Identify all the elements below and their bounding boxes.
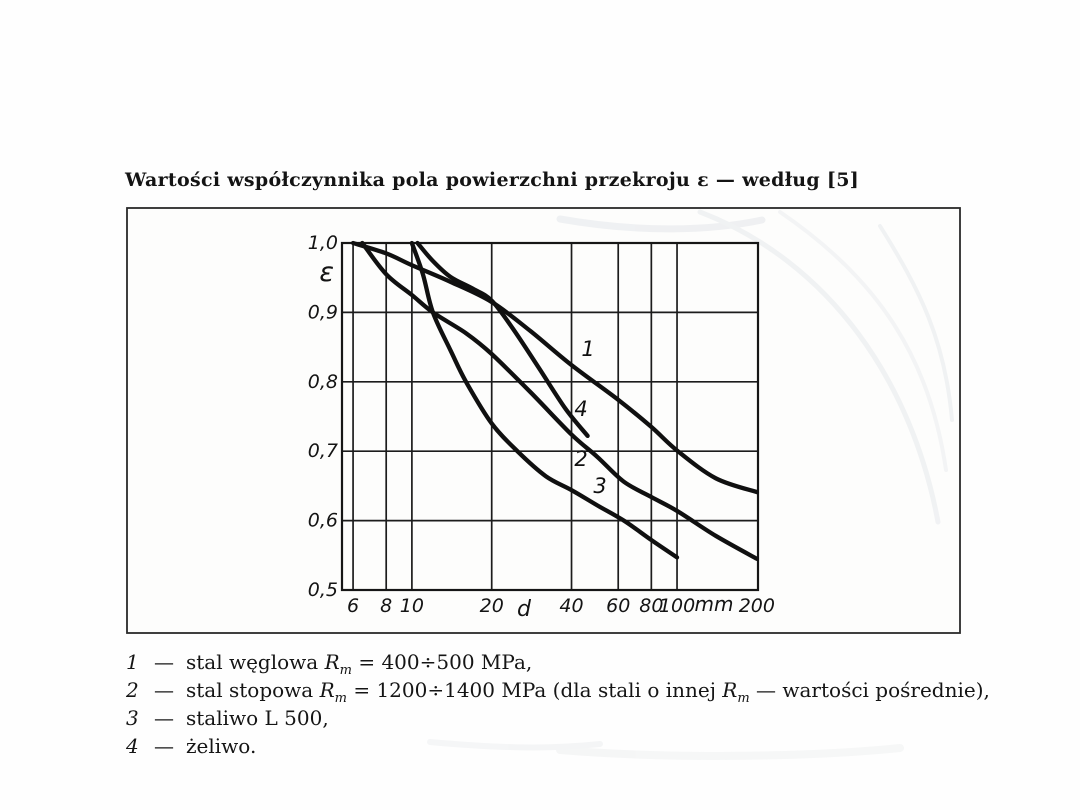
curve-4 (415, 240, 590, 439)
legend-dash: — (154, 734, 174, 758)
legend-dash: — (154, 650, 174, 674)
x-tick-label: 10 (400, 595, 424, 617)
figure-border (126, 207, 961, 634)
legend-item-text: żeliwo. (186, 734, 257, 758)
x-tick-label: 100 (659, 595, 695, 617)
legend-item-text: stal węglowa Rm = 400÷500 MPa, (186, 650, 533, 678)
y-tick-label: 0,7 (308, 440, 338, 462)
x-tick-label: 200 (739, 595, 775, 617)
legend-item-3: 3 — staliwo L 500, (126, 706, 990, 734)
x-tick-label: 8 (380, 595, 392, 617)
y-tick-label: 0,5 (308, 579, 338, 601)
y-tick-label: 0,6 (308, 510, 338, 532)
plot-box (340, 241, 760, 592)
y-tick-label: 0,9 (308, 301, 338, 323)
curve-2 (360, 240, 760, 561)
y-axis-label-epsilon: ε (319, 257, 334, 288)
x-tick-label: 80 (639, 595, 663, 617)
legend-item-number: 2 (126, 678, 139, 702)
rm-subscript: m (339, 663, 352, 678)
legend-item-2: 2 — stal stopowa Rm = 1200÷1400 MPa (dla s… (126, 678, 990, 706)
x-tick-label: 40 (559, 595, 583, 617)
rm-symbol: R (324, 650, 340, 674)
rm-subscript: m (737, 691, 750, 706)
rm-symbol: R (319, 678, 335, 702)
figure-title: Wartości współczynnika pola powierzchni … (125, 169, 860, 191)
legend-item-number: 3 (126, 706, 139, 730)
x-tick-label: 60 (606, 595, 630, 617)
curve-legend: 1 — stal węglowa Rm = 400÷500 MPa, 2 — stal s… (126, 650, 990, 762)
curve-label-2: 2 (574, 447, 587, 471)
curve-label-1: 1 (581, 337, 594, 361)
scan-artifacts (427, 209, 954, 760)
curve-labels: 1 23 4 (574, 337, 606, 498)
legend-item-text: stal stopowa Rm = 1200÷1400 MPa (dla sta… (186, 678, 990, 706)
x-tick-label: 6 (347, 595, 359, 617)
x-axis-unit-mm: mm (695, 592, 734, 616)
legend-item-number: 1 (126, 650, 139, 674)
legend-item-4: 4 — żeliwo. (126, 734, 990, 762)
x-tick-label: 20 (480, 595, 504, 617)
curve-label-4: 4 (574, 397, 587, 421)
x-axis-label-d: d (517, 597, 532, 622)
legend-dash: — (154, 706, 174, 730)
legend-item-1: 1 — stal węglowa Rm = 400÷500 MPa, (126, 650, 990, 678)
y-tick-label: 0,8 (308, 371, 338, 393)
rm-symbol: R (722, 678, 738, 702)
legend-item-number: 4 (126, 734, 139, 758)
curve-1 (350, 240, 760, 495)
curve-3 (409, 240, 680, 560)
y-tick-label: 1,0 (308, 232, 338, 254)
curves (350, 240, 760, 561)
legend-dash: — (154, 678, 174, 702)
legend-item-text: staliwo L 500, (186, 706, 329, 730)
rm-subscript: m (334, 691, 347, 706)
curve-label-3: 3 (593, 474, 606, 498)
